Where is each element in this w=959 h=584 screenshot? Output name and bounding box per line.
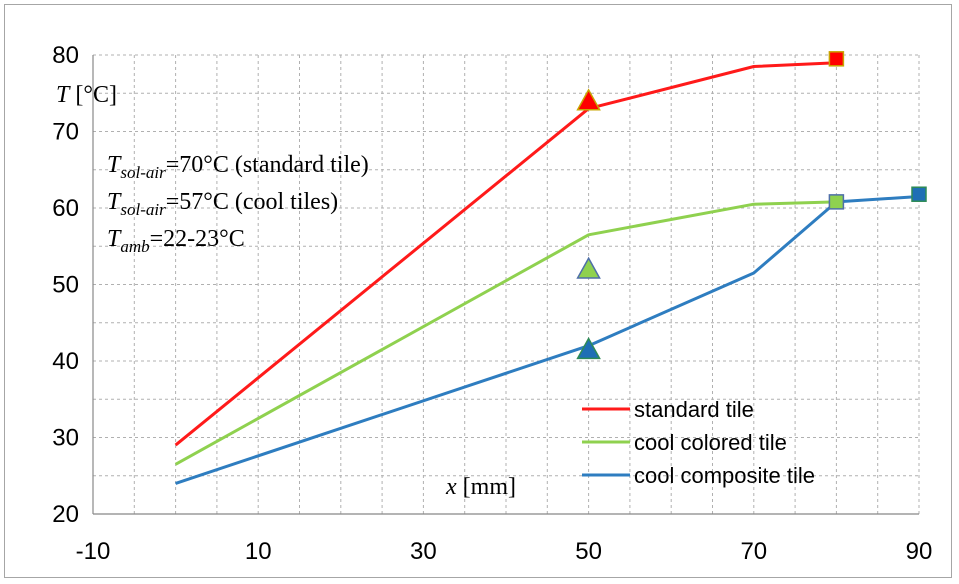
y-axis-label: T [°C] — [56, 82, 117, 108]
y-tick-label: 70 — [52, 119, 79, 146]
triangle-marker-2 — [576, 336, 601, 360]
annotation-sol-air-standard: Tsol-air=70°C (standard tile) — [107, 152, 369, 182]
x-tick-label: 50 — [575, 538, 602, 565]
annotation-subscript: sol-air — [120, 163, 166, 182]
annotation-ambient: Tamb=22-23°C — [107, 226, 245, 256]
y-tick-label: 30 — [52, 425, 79, 452]
x-tick-label: 10 — [245, 538, 272, 565]
x-tick-label: 30 — [410, 538, 437, 565]
y-tick-label: 40 — [52, 348, 79, 375]
x-tick-label: -10 — [76, 538, 111, 565]
annotation-text: =70°C (standard tile) — [166, 152, 369, 178]
annotation-subscript: amb — [120, 237, 149, 256]
series-markers — [576, 51, 927, 360]
annotation-text: =22-23°C — [150, 226, 245, 252]
axis-tick-labels: -10 10 30 50 70 90 20 30 40 50 60 70 80 — [52, 42, 932, 565]
annotation-symbol: T — [107, 189, 122, 215]
x-axis-label-symbol: x — [445, 474, 457, 500]
series-line-1 — [174, 200, 837, 466]
square-marker-0 — [828, 51, 845, 67]
annotation-symbol: T — [107, 226, 122, 252]
y-tick-label: 60 — [52, 195, 79, 222]
square-marker-1 — [828, 194, 845, 210]
annotation-subscript: sol-air — [120, 200, 166, 219]
square-marker-2 — [911, 186, 927, 202]
y-tick-label: 20 — [52, 501, 79, 528]
chart-frame — [4, 4, 952, 578]
x-tick-label: 90 — [906, 538, 933, 565]
triangle-marker-1 — [576, 256, 601, 279]
annotation-symbol: T — [107, 152, 122, 178]
series-lines — [174, 61, 920, 485]
x-axis-label: x [mm] — [445, 474, 516, 500]
series-line-0 — [174, 61, 837, 447]
legend-label-0: standard tile — [634, 397, 754, 422]
x-axis-label-unit: [mm] — [457, 474, 516, 500]
y-tick-label: 50 — [52, 272, 79, 299]
x-tick-label: 70 — [740, 538, 767, 565]
y-tick-label: 80 — [52, 42, 79, 69]
legend: standard tile cool colored tile cool compo… — [582, 397, 815, 488]
legend-label-2: cool composite tile — [634, 463, 815, 488]
series-line-2 — [175, 195, 920, 485]
y-axis-label-unit: [°C] — [69, 82, 117, 108]
annotation-sol-air-cool: Tsol-air=57°C (cool tiles) — [107, 189, 338, 219]
triangle-marker-0 — [576, 88, 601, 111]
legend-label-1: cool colored tile — [634, 430, 787, 455]
plot-area-border — [92, 55, 919, 515]
annotation-text: =57°C (cool tiles) — [166, 189, 338, 215]
y-axis-label-symbol: T — [56, 82, 71, 108]
grid-lines — [92, 54, 920, 515]
